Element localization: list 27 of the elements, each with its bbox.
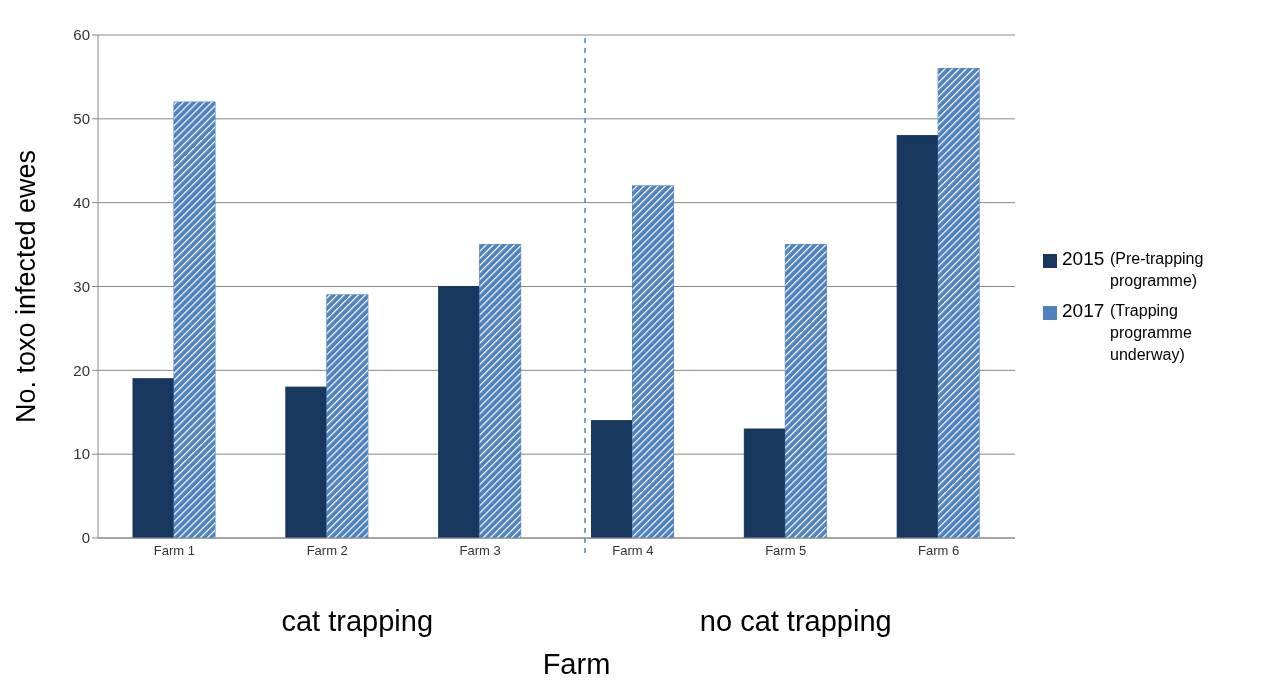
x-axis-title: Farm: [541, 648, 612, 681]
legend-label: 2015: [1062, 248, 1106, 270]
x-tick-label: Farm 4: [612, 543, 654, 559]
text: no cat trapping: [698, 605, 893, 638]
x-tick-label: Farm 6: [918, 543, 960, 559]
bar: [591, 420, 633, 538]
bar: [132, 378, 175, 538]
x-tick-label: Farm 5: [765, 543, 807, 559]
bar: [285, 386, 328, 538]
y-tick-label: 40: [73, 193, 90, 211]
y-tick-label: 10: [73, 445, 90, 463]
y-axis-title: No. toxo infected ewes: [10, 149, 41, 424]
y-tick-label: 50: [73, 110, 90, 128]
x-tick-label: Farm 3: [459, 543, 501, 559]
y-tick-label: 20: [73, 361, 90, 379]
x-tick-label: Farm 1: [153, 543, 195, 559]
text: (Pre-trapping programme): [1110, 249, 1205, 291]
y-tick-label: 30: [73, 277, 90, 295]
bar: [438, 286, 481, 538]
x-tick-label: Farm 2: [306, 543, 348, 559]
bar: [896, 135, 939, 538]
y-tick-label: 60: [73, 26, 90, 44]
bar: [743, 428, 786, 538]
y-tick-label: 0: [81, 529, 90, 547]
text: (Trapping programme underway): [1110, 301, 1193, 365]
text: cat trapping: [280, 605, 434, 638]
legend-label: 2017: [1062, 300, 1106, 322]
